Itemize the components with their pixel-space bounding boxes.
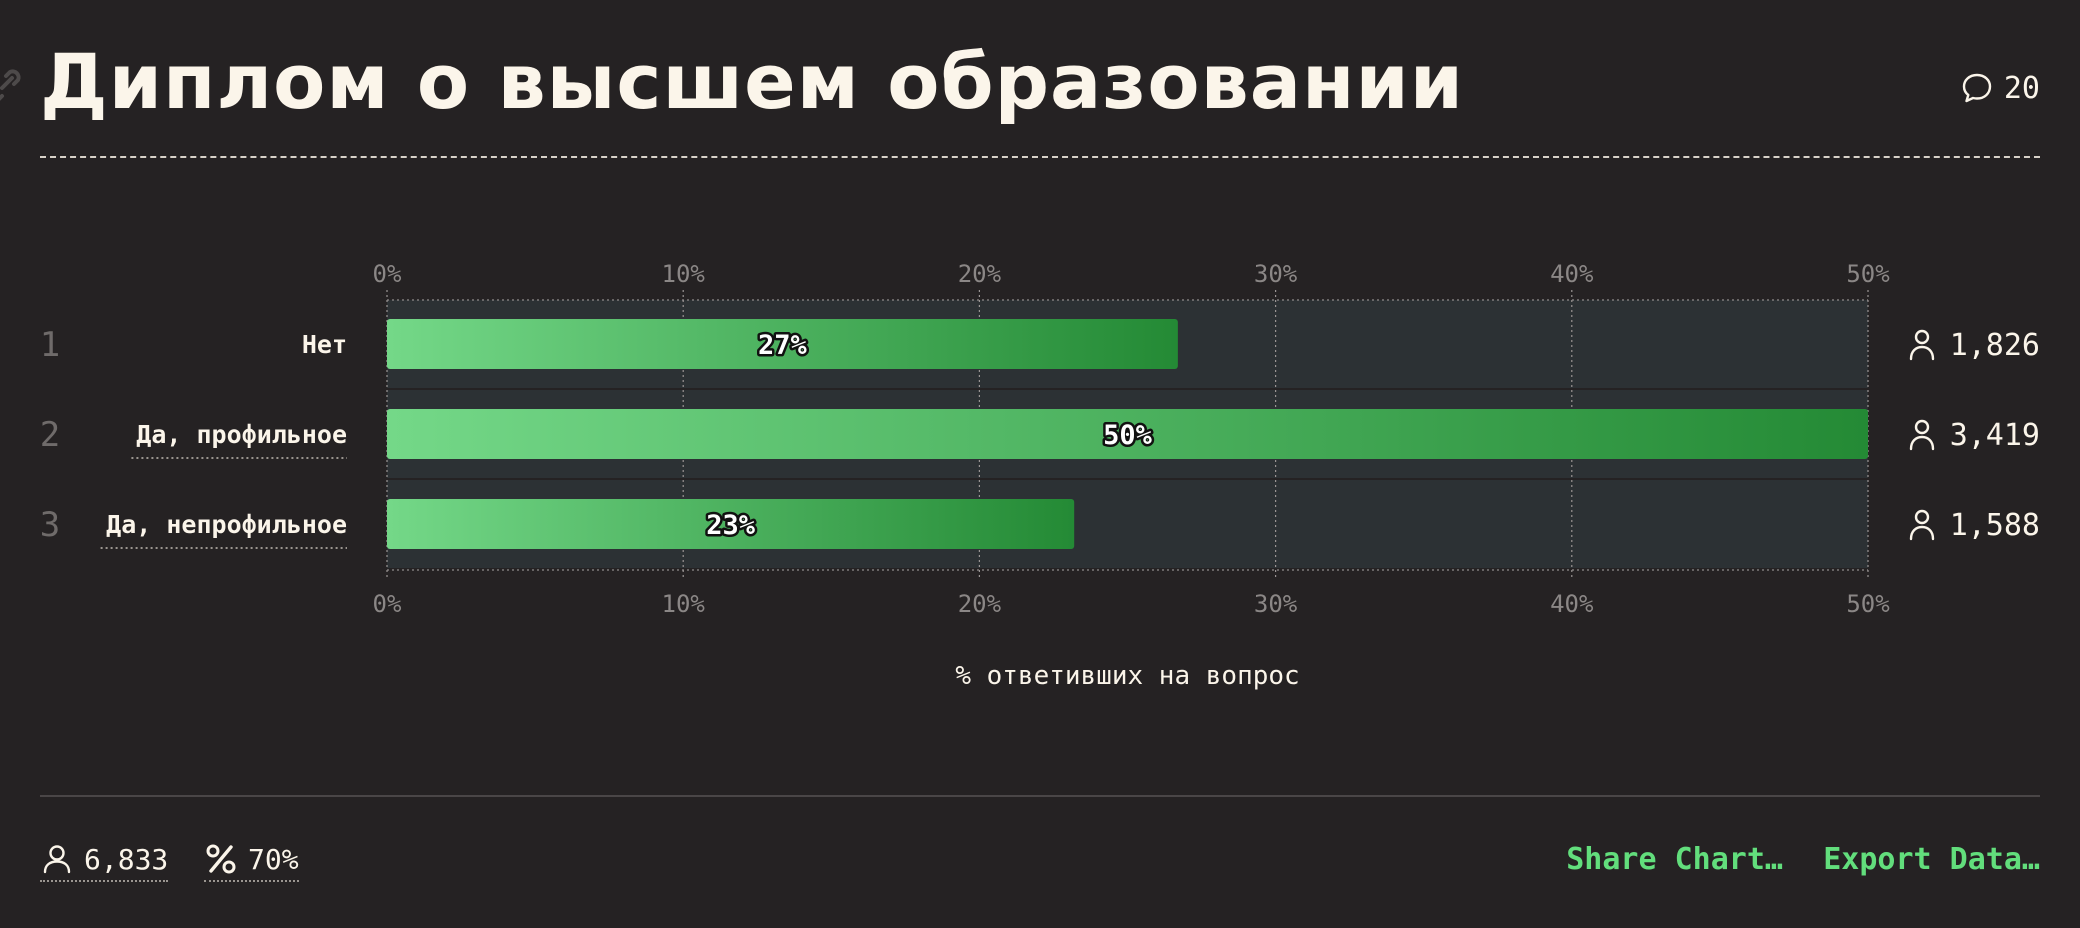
response-rate-value: 70% (248, 842, 299, 876)
bar[interactable] (387, 409, 1868, 459)
respondent-count: 1,826 (1950, 328, 2040, 363)
x-tick-label-bottom: 10% (662, 590, 706, 618)
title-divider (40, 156, 2040, 158)
speech-bubble-icon (1962, 73, 1992, 103)
x-tick-label-bottom: 40% (1550, 590, 1594, 618)
share-chart-link[interactable]: Share Chart… (1566, 842, 1783, 877)
category-label[interactable]: Нет (302, 330, 347, 359)
comment-count: 20 (2003, 70, 2040, 106)
row-separator (387, 388, 1868, 390)
row-separator (387, 568, 1868, 570)
x-tick-label-bottom: 30% (1254, 590, 1298, 618)
x-tick-label-top: 10% (662, 260, 706, 288)
x-tick-label-top: 20% (958, 260, 1002, 288)
person-icon (1909, 329, 1935, 361)
bar[interactable] (387, 499, 1075, 549)
response-rate[interactable]: 70% (204, 842, 299, 882)
row-number: 3 (40, 505, 60, 545)
x-tick-label-bottom: 0% (373, 590, 402, 618)
row-separator (387, 478, 1868, 480)
percent-icon (206, 844, 236, 874)
x-tick-label-top: 30% (1254, 260, 1298, 288)
bar-value-label: 50% (1103, 420, 1153, 451)
x-tick-label-top: 0% (373, 260, 402, 288)
row-number: 2 (40, 415, 60, 455)
x-tick-label-bottom: 20% (958, 590, 1002, 618)
respondents-total[interactable]: 6,833 (40, 842, 169, 882)
link-icon[interactable] (0, 66, 24, 106)
row-number: 1 (40, 325, 60, 365)
export-data-link[interactable]: Export Data… (1823, 842, 2040, 877)
x-tick-label-top: 50% (1846, 260, 1890, 288)
x-tick-label-top: 40% (1550, 260, 1594, 288)
bar-value-label: 27% (758, 330, 808, 361)
footer-divider (40, 795, 2040, 797)
respondent-count: 1,588 (1950, 508, 2040, 543)
x-tick-label-bottom: 50% (1846, 590, 1890, 618)
person-icon (43, 845, 71, 874)
respondents-count: 6,833 (84, 842, 169, 876)
comments-button[interactable]: 20 (1960, 66, 2040, 110)
bar[interactable] (387, 319, 1178, 369)
bar-value-label: 23% (706, 510, 756, 541)
person-icon (1909, 419, 1935, 451)
category-label[interactable]: Да, профильное (136, 420, 347, 449)
x-axis-title: % ответивших на вопрос (955, 661, 1299, 691)
person-icon (1909, 509, 1935, 541)
respondent-count: 3,419 (1950, 418, 2040, 453)
bar-chart: 0% 0% 10% 10% 20% 20% 30% 30% 40% 40% 50% 50% 27% 1 Не… (40, 260, 2040, 691)
category-label[interactable]: Да, непрофильное (106, 510, 347, 539)
chart-title: Диплом о высшем образовании (40, 37, 1465, 126)
